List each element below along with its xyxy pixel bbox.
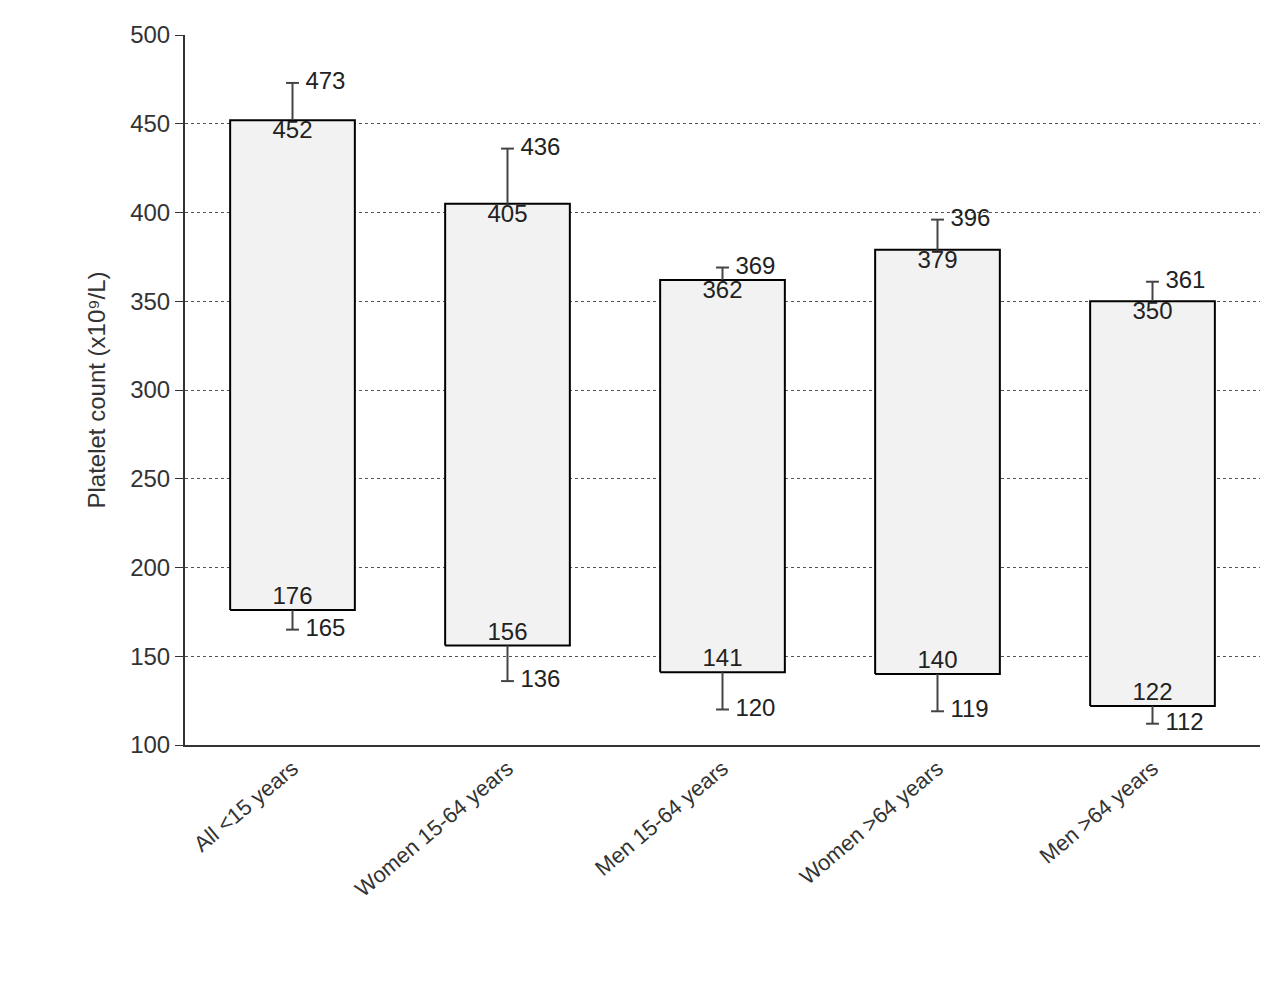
- svg-text:150: 150: [130, 643, 170, 670]
- svg-text:141: 141: [702, 644, 742, 671]
- svg-text:350: 350: [130, 288, 170, 315]
- svg-text:369: 369: [735, 252, 775, 279]
- svg-text:350: 350: [1132, 297, 1172, 324]
- svg-text:Women >64 years: Women >64 years: [795, 756, 948, 890]
- svg-text:379: 379: [917, 246, 957, 273]
- svg-text:200: 200: [130, 554, 170, 581]
- svg-text:All <15 years: All <15 years: [189, 756, 303, 857]
- svg-text:Men 15-64 years: Men 15-64 years: [590, 756, 733, 881]
- svg-text:Women 15-64 years: Women 15-64 years: [350, 756, 518, 902]
- svg-text:176: 176: [272, 582, 312, 609]
- svg-text:473: 473: [305, 67, 345, 94]
- svg-text:450: 450: [130, 110, 170, 137]
- svg-text:140: 140: [917, 646, 957, 673]
- svg-text:Platelet count (x10⁹/L): Platelet count (x10⁹/L): [83, 271, 110, 508]
- svg-text:136: 136: [520, 665, 560, 692]
- svg-text:122: 122: [1132, 678, 1172, 705]
- svg-text:156: 156: [487, 618, 527, 645]
- svg-text:452: 452: [272, 116, 312, 143]
- svg-text:112: 112: [1165, 708, 1203, 735]
- svg-text:300: 300: [130, 376, 170, 403]
- svg-text:362: 362: [702, 276, 742, 303]
- svg-text:100: 100: [130, 731, 170, 758]
- svg-text:119: 119: [950, 695, 988, 722]
- svg-text:120: 120: [735, 694, 775, 721]
- svg-text:436: 436: [520, 133, 560, 160]
- svg-text:405: 405: [487, 200, 527, 227]
- svg-text:165: 165: [305, 614, 345, 641]
- svg-text:Men >64 years: Men >64 years: [1035, 756, 1163, 869]
- svg-text:400: 400: [130, 199, 170, 226]
- svg-text:396: 396: [950, 204, 990, 231]
- svg-text:250: 250: [130, 465, 170, 492]
- svg-text:361: 361: [1165, 266, 1205, 293]
- svg-text:500: 500: [130, 21, 170, 48]
